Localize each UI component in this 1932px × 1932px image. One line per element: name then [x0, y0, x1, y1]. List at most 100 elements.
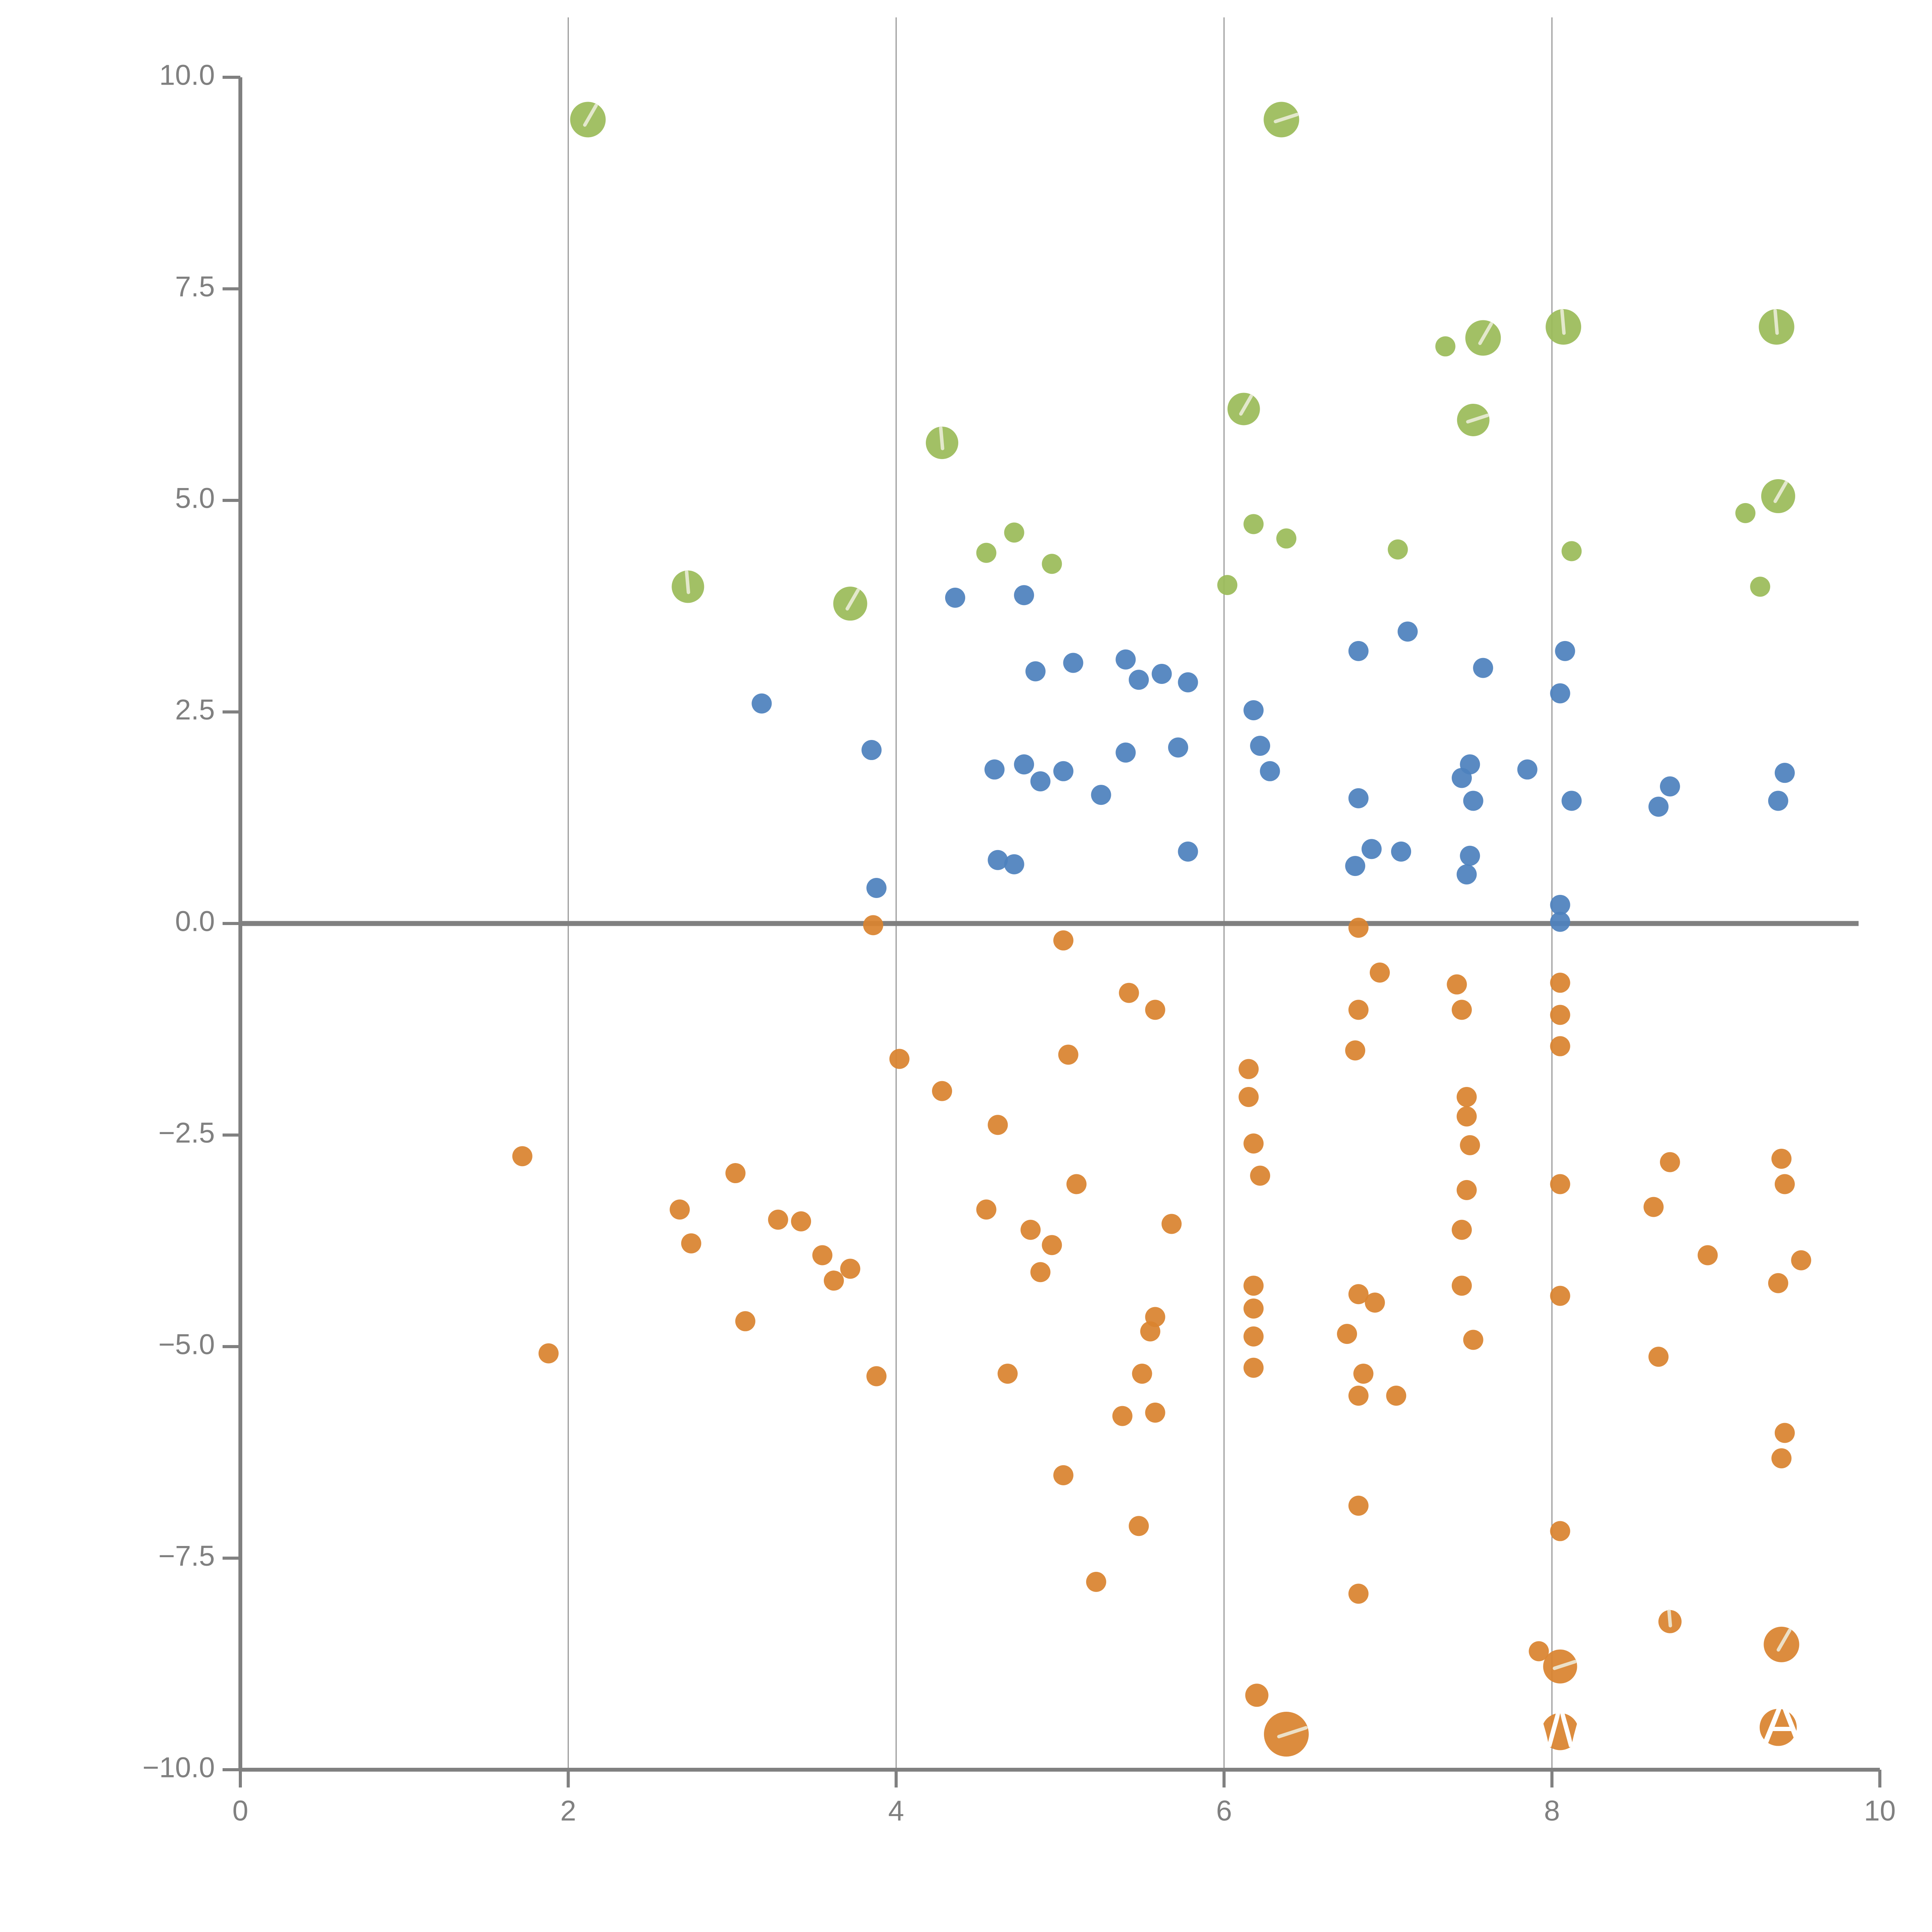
data-point: [1243, 1276, 1264, 1296]
data-point: [861, 740, 882, 760]
data-point: [1473, 658, 1493, 678]
label-leader-line: [1478, 322, 1493, 345]
data-point: [768, 1209, 788, 1230]
data-point: [1145, 1000, 1165, 1020]
data-point: [1168, 737, 1188, 758]
data-point: [1774, 1423, 1795, 1443]
data-point: [1119, 983, 1139, 1003]
data-point: [1460, 1135, 1480, 1155]
data-point: [1456, 864, 1477, 884]
data-point: [1452, 1000, 1472, 1020]
tick-labels: 10.0 7.5 5.0 2.5 0.0 −2.5 −5.0 −7.5 −10.0 0 2 4 6 8 10: [143, 59, 1896, 1827]
data-point: [1447, 974, 1467, 995]
data-point: [812, 1245, 833, 1265]
data-point: [988, 1115, 1008, 1135]
data-point: [1391, 841, 1412, 862]
data-point: [866, 878, 887, 898]
data-point: [1053, 930, 1073, 951]
data-point: [1217, 575, 1238, 595]
data-point: [1243, 1326, 1264, 1347]
x-tick-label: 2: [560, 1795, 576, 1827]
data-point: [1238, 1087, 1259, 1107]
data-point: [1550, 1174, 1570, 1194]
axis-ticks: [223, 76, 1881, 1787]
data-point: [1053, 1465, 1073, 1485]
y-tick-label: 10.0: [159, 59, 215, 91]
x-tick-label: 10: [1864, 1795, 1896, 1827]
data-point: [1030, 771, 1051, 792]
data-point: [1345, 856, 1366, 876]
data-point: [1348, 1000, 1369, 1020]
bubble-labels: TWT RAY: [1497, 1690, 1835, 1759]
data-point: [1014, 754, 1034, 775]
data-point: [1550, 1286, 1570, 1306]
data-point: [945, 587, 965, 608]
data-point: [752, 693, 772, 714]
data-point: [1042, 554, 1062, 574]
data-point: [725, 1163, 746, 1184]
label-leader-line: [1560, 309, 1566, 335]
data-point: [1243, 514, 1264, 534]
data-point: [1162, 1214, 1182, 1234]
data-point: [1774, 763, 1795, 783]
data-point: [1348, 641, 1369, 661]
data-point: [1151, 663, 1172, 684]
data-point: [1456, 1106, 1477, 1127]
data-point: [1116, 649, 1136, 670]
data-point: [1550, 912, 1570, 932]
y-tick-label: 5.0: [175, 482, 215, 514]
data-point: [1463, 791, 1483, 811]
data-point: [1063, 653, 1083, 673]
data-point: [1660, 1152, 1680, 1172]
data-point: [1456, 1087, 1477, 1107]
data-point: [1178, 841, 1198, 862]
series-blue: [752, 585, 1795, 932]
data-point: [932, 1081, 952, 1101]
data-point: [1697, 1245, 1718, 1265]
data-point: [1086, 1571, 1106, 1592]
data-point: [866, 1366, 887, 1386]
data-point: [1014, 585, 1034, 605]
data-point: [1463, 1330, 1483, 1350]
data-point: [1250, 736, 1270, 756]
label-leader-line: [1239, 394, 1253, 416]
data-point: [1768, 1273, 1788, 1293]
data-point: [1398, 621, 1418, 642]
data-point: [1648, 796, 1669, 817]
data-point: [1053, 761, 1073, 781]
data-point: [1243, 1298, 1264, 1319]
data-point: [1066, 1174, 1087, 1194]
data-point: [1345, 1040, 1366, 1061]
label-leader-line: [1277, 1726, 1308, 1738]
data-point: [1245, 1684, 1269, 1707]
data-point: [1386, 1386, 1406, 1406]
data-point: [840, 1259, 861, 1279]
y-tick-label: −7.5: [158, 1540, 215, 1572]
y-tick-label: −10.0: [143, 1752, 215, 1784]
data-point: [1145, 1402, 1165, 1423]
label-leader-line: [1553, 1660, 1577, 1670]
data-point: [1643, 1197, 1664, 1217]
data-point: [1550, 1521, 1570, 1541]
data-point: [1361, 839, 1382, 859]
data-point: [1243, 1357, 1264, 1378]
data-point: [1452, 1219, 1472, 1240]
x-tick-label: 6: [1216, 1795, 1232, 1827]
data-point: [1353, 1364, 1374, 1384]
data-point: [1735, 503, 1756, 523]
series-green: [570, 102, 1795, 621]
data-point: [1771, 1148, 1792, 1169]
data-point: [1435, 336, 1456, 357]
data-point: [1768, 791, 1788, 811]
data-point: [1348, 917, 1369, 938]
data-point: [988, 850, 1008, 870]
data-point: [1243, 700, 1264, 721]
data-point: [1004, 522, 1024, 543]
y-tick-label: 2.5: [175, 694, 215, 726]
y-tick-label: −5.0: [158, 1328, 215, 1361]
x-tick-label: 8: [1544, 1795, 1560, 1827]
data-point: [1112, 1406, 1133, 1426]
bubble-label: TWT: [1497, 1694, 1623, 1759]
